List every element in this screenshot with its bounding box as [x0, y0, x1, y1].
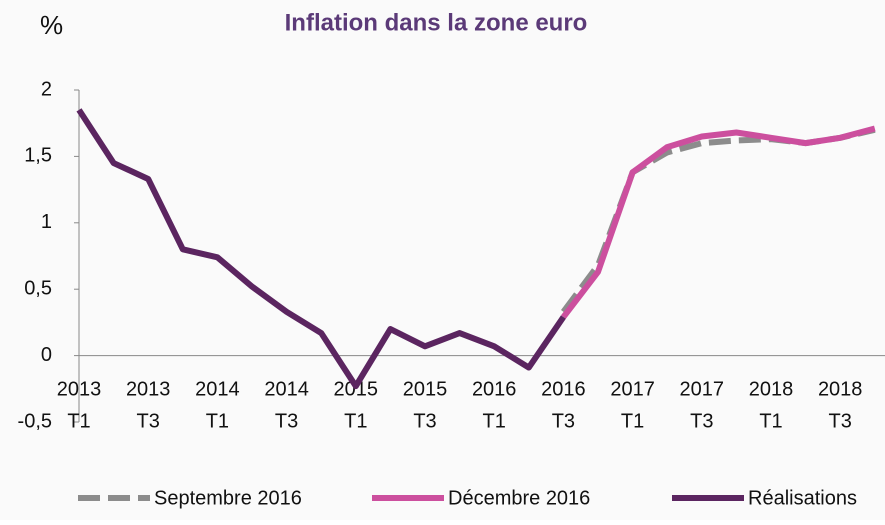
x-tick-label: T3 — [552, 410, 575, 432]
y-axis-label: % — [40, 10, 63, 40]
x-tick-label: T3 — [413, 410, 436, 432]
x-tick-label: T1 — [483, 410, 506, 432]
y-tick-label: 1,5 — [24, 145, 52, 167]
x-tick-label: 2014 — [264, 378, 309, 400]
x-tick-label: T3 — [137, 410, 160, 432]
y-tick-label: 0 — [41, 344, 52, 366]
x-tick-label: 2015 — [403, 378, 448, 400]
background — [0, 0, 885, 520]
y-tick-label: 1 — [41, 211, 52, 233]
chart-title: Inflation dans la zone euro — [285, 9, 588, 36]
x-tick-label: 2014 — [195, 378, 240, 400]
x-tick-label: T1 — [621, 410, 644, 432]
x-tick-label: 2017 — [610, 378, 655, 400]
chart: Inflation dans la zone euro % -0,5 0 0,5 1 1… — [0, 0, 885, 520]
x-tick-label: 2018 — [749, 378, 794, 400]
x-tick-label: 2013 — [57, 378, 102, 400]
x-tick-label: T1 — [759, 410, 782, 432]
legend-label: Réalisations — [748, 487, 857, 509]
x-tick-label: T3 — [829, 410, 852, 432]
x-tick-label: T3 — [275, 410, 298, 432]
x-tick-label: 2017 — [680, 378, 725, 400]
x-tick-label: T1 — [344, 410, 367, 432]
x-tick-label: T3 — [690, 410, 713, 432]
x-tick-label: T1 — [67, 410, 90, 432]
x-tick-label: 2013 — [126, 378, 171, 400]
y-tick-label: 2 — [41, 78, 52, 100]
y-tick-label: -0,5 — [18, 410, 52, 432]
x-tick-label: T1 — [206, 410, 229, 432]
x-tick-label: 2016 — [472, 378, 517, 400]
y-tick-label: 0,5 — [24, 277, 52, 299]
x-tick-label: 2018 — [818, 378, 863, 400]
x-tick-label: 2016 — [541, 378, 586, 400]
legend-label: Décembre 2016 — [448, 487, 590, 509]
legend-label: Septembre 2016 — [154, 487, 302, 509]
